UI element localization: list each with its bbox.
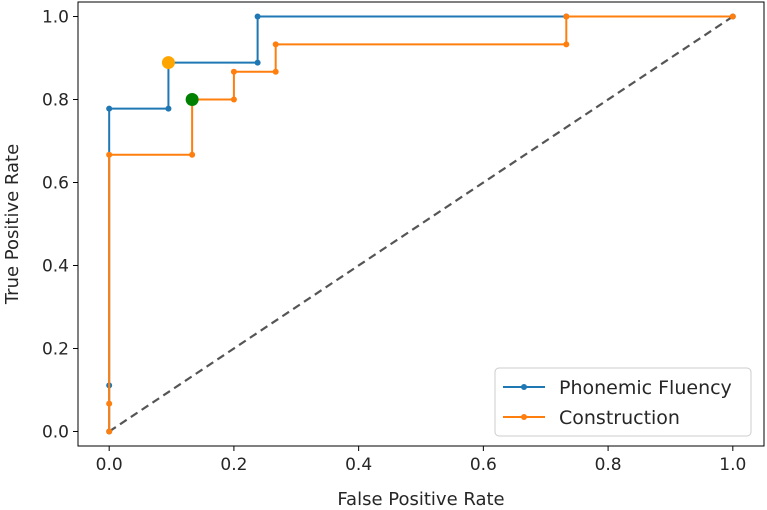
- data-point-construction: [272, 41, 279, 48]
- data-point-construction: [230, 68, 237, 75]
- series-line-construction: [108, 15, 733, 432]
- chance-reference-line: [108, 15, 734, 433]
- legend-marker-construction: [521, 414, 527, 420]
- x-tick-label: 0.4: [345, 455, 372, 475]
- data-point-construction: [106, 428, 113, 435]
- data-point-phonemic-fluency: [254, 13, 261, 20]
- data-point-phonemic-fluency: [254, 59, 261, 66]
- data-point-construction: [230, 96, 237, 103]
- legend: Phonemic Fluency Construction: [494, 367, 752, 437]
- data-point-construction: [563, 41, 570, 48]
- x-tick-label: 1.0: [719, 455, 746, 475]
- data-point-construction: [563, 13, 570, 20]
- data-point-phonemic-fluency: [165, 105, 172, 112]
- data-point-construction: [189, 151, 196, 158]
- legend-item-construction: Construction: [503, 407, 680, 429]
- axes-frame: [77, 1, 765, 447]
- legend-box: [494, 367, 752, 437]
- data-point-construction: [106, 151, 113, 158]
- y-tick-label: 1.0: [42, 8, 69, 28]
- y-tick-label: 0.4: [42, 256, 69, 276]
- x-tick-label: 0.0: [96, 455, 123, 475]
- plot-area: [106, 13, 736, 435]
- axis-ticks: 0.0 0.2 0.4 0.6 0.8 1.0 0.0 0.2 0.4 0.6 0.8 1.0: [42, 8, 746, 475]
- highlight-point-1: [161, 56, 175, 70]
- y-tick-label: 0.2: [42, 339, 69, 359]
- data-point-construction: [272, 68, 279, 75]
- legend-marker-phonemic-fluency: [521, 384, 527, 390]
- y-tick-label: 0.8: [42, 91, 69, 111]
- legend-item-phonemic-fluency: Phonemic Fluency: [503, 377, 732, 399]
- data-point-construction: [729, 13, 736, 20]
- y-axis-label: True Positive Rate: [2, 144, 23, 305]
- highlight-point-2: [185, 93, 199, 107]
- x-axis-label: False Positive Rate: [337, 489, 504, 510]
- legend-label-phonemic-fluency: Phonemic Fluency: [559, 377, 732, 399]
- x-tick-label: 0.8: [595, 455, 622, 475]
- x-tick-label: 0.6: [470, 455, 497, 475]
- y-tick-label: 0.0: [42, 422, 69, 442]
- data-point-phonemic-fluency: [106, 105, 113, 112]
- x-tick-label: 0.2: [220, 455, 247, 475]
- legend-label-construction: Construction: [559, 407, 680, 429]
- y-tick-label: 0.6: [42, 174, 69, 194]
- data-point-construction: [106, 400, 113, 407]
